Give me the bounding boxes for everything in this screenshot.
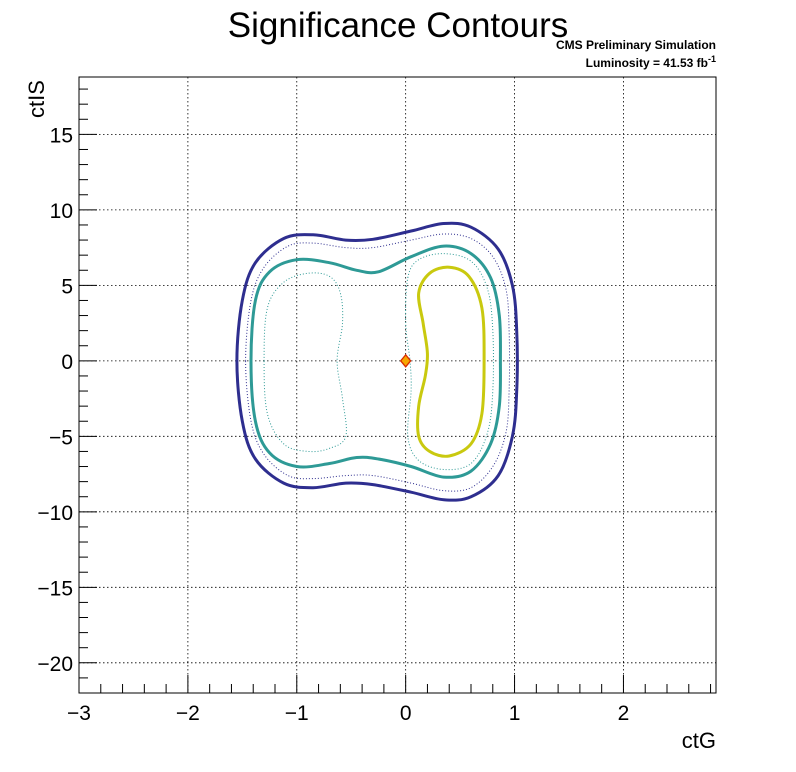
y-tick-label: 10 bbox=[50, 200, 73, 223]
grid-lines bbox=[78, 77, 716, 693]
contour-middle-dotted bbox=[263, 272, 347, 453]
y-tick-label: −20 bbox=[37, 653, 73, 676]
cms-label: CMS Preliminary Simulation bbox=[555, 38, 716, 52]
luminosity-label: Luminosity = 41.53 fb-1 bbox=[556, 52, 716, 70]
cms-annotation: CMS Preliminary Simulation Luminosity = … bbox=[556, 38, 716, 70]
contour-lines bbox=[235, 221, 519, 502]
contour-outer-solid bbox=[235, 221, 519, 502]
luminosity-text: Luminosity = 41.53 fb bbox=[585, 56, 708, 70]
y-axis-title: ctIS bbox=[24, 80, 49, 118]
x-tick-label: 1 bbox=[509, 702, 521, 725]
best-fit-marker-group bbox=[399, 353, 412, 368]
contour-outer-dotted bbox=[245, 233, 511, 492]
luminosity-superscript: -1 bbox=[707, 54, 716, 64]
contour-middle-dotted-right bbox=[405, 253, 494, 471]
x-axis-title: ctG bbox=[681, 728, 716, 753]
axis-ticks bbox=[78, 88, 712, 694]
y-tick-label: 5 bbox=[61, 275, 73, 298]
x-tick-label: 2 bbox=[618, 702, 630, 725]
x-tick-label: 0 bbox=[400, 702, 412, 725]
y-tick-label: 0 bbox=[61, 351, 73, 374]
y-tick-label: −15 bbox=[37, 577, 73, 600]
chart-title: Significance Contours bbox=[227, 6, 569, 45]
y-tick-label: −10 bbox=[37, 502, 73, 525]
best-fit-marker bbox=[399, 353, 412, 368]
y-tick-label: 15 bbox=[50, 124, 73, 147]
plot-frame bbox=[78, 76, 717, 694]
x-tick-label: −2 bbox=[176, 702, 200, 725]
y-tick-label: −5 bbox=[49, 426, 73, 449]
x-tick-label: −3 bbox=[67, 702, 91, 725]
contour-inner-solid bbox=[416, 265, 486, 458]
x-tick-label: −1 bbox=[285, 702, 309, 725]
contour-middle-solid bbox=[249, 244, 502, 479]
